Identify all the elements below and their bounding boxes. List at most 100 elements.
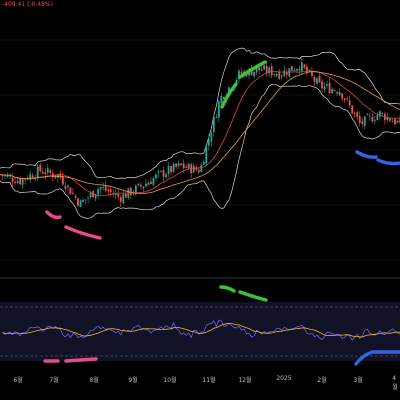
candle-body bbox=[391, 121, 394, 122]
candle-body bbox=[137, 183, 140, 186]
candle-body bbox=[94, 193, 97, 199]
candle-body bbox=[336, 92, 339, 94]
candle-body bbox=[162, 169, 165, 177]
candle-body bbox=[99, 187, 102, 190]
candle-body bbox=[89, 192, 92, 197]
candle-body bbox=[228, 87, 230, 94]
candle-body bbox=[155, 174, 157, 179]
candle-body bbox=[386, 116, 389, 121]
candle-body bbox=[119, 197, 122, 202]
candle-body bbox=[67, 185, 69, 188]
candle-body bbox=[253, 71, 255, 77]
candle-body bbox=[124, 193, 127, 198]
x-axis-label: 11월 bbox=[202, 377, 216, 384]
candle-body bbox=[11, 177, 14, 182]
candle-body bbox=[180, 163, 183, 166]
candle-body bbox=[117, 193, 120, 197]
oscillator-panel bbox=[2, 319, 400, 341]
candle-body bbox=[207, 139, 210, 146]
candle-body bbox=[361, 121, 364, 124]
candle-body bbox=[353, 112, 356, 114]
candle-body bbox=[303, 64, 306, 68]
candle-body bbox=[300, 62, 303, 72]
blue-divergence-osc bbox=[354, 351, 372, 366]
price-annotations bbox=[45, 60, 400, 240]
candle-body bbox=[363, 116, 366, 126]
candle-body bbox=[139, 184, 142, 187]
candle-body bbox=[14, 181, 16, 184]
pink-divergence-price bbox=[64, 225, 102, 240]
candle-body bbox=[323, 86, 326, 90]
bollinger-bands bbox=[0, 47, 400, 219]
x-axis-label: 7월 bbox=[49, 377, 59, 384]
candle-body bbox=[290, 65, 293, 71]
blue-divergence-price bbox=[355, 150, 378, 159]
candle-body bbox=[182, 163, 185, 169]
candle-body bbox=[49, 170, 52, 173]
candle-body bbox=[260, 69, 263, 71]
candle-body bbox=[77, 198, 79, 206]
candle-body bbox=[295, 69, 298, 71]
candle-body bbox=[356, 112, 359, 118]
bollinger-lower bbox=[0, 84, 400, 219]
candle-body bbox=[368, 115, 371, 117]
candle-body bbox=[313, 76, 316, 82]
candle-body bbox=[21, 178, 24, 185]
candle-body bbox=[64, 185, 67, 189]
candle-body bbox=[280, 75, 283, 77]
candle-body bbox=[378, 111, 381, 117]
candle-body bbox=[358, 116, 361, 123]
candle-body bbox=[348, 100, 351, 106]
candle-body bbox=[112, 193, 115, 195]
candle-body bbox=[150, 181, 152, 185]
candle-body bbox=[36, 166, 39, 179]
oscillator-background bbox=[0, 302, 400, 361]
candle-body bbox=[16, 180, 19, 183]
oscillator-signal-line bbox=[2, 322, 400, 338]
candle-body bbox=[74, 195, 77, 198]
candle-body bbox=[318, 76, 321, 83]
candle-body bbox=[122, 194, 125, 204]
candle-body bbox=[328, 82, 331, 94]
candle-body bbox=[288, 68, 291, 77]
candle-body bbox=[87, 197, 89, 199]
candle-body bbox=[331, 89, 333, 94]
candle-body bbox=[44, 172, 47, 175]
candle-body bbox=[278, 72, 281, 79]
candle-body bbox=[24, 179, 27, 181]
candle-body bbox=[107, 189, 110, 192]
candle-body bbox=[29, 174, 32, 180]
pink-divergence-price bbox=[45, 210, 62, 220]
candle-body bbox=[273, 74, 276, 75]
candle-body bbox=[185, 166, 188, 168]
candle-body bbox=[351, 105, 354, 114]
candle-body bbox=[326, 84, 328, 86]
candle-body bbox=[147, 182, 150, 185]
candle-body bbox=[102, 186, 105, 188]
candle-body bbox=[285, 72, 288, 75]
candle-body bbox=[263, 65, 266, 70]
x-axis-label: 3월 bbox=[353, 377, 363, 384]
pink-divergence-osc bbox=[64, 357, 98, 363]
candle-body bbox=[220, 96, 223, 103]
x-axis-label: 4월 bbox=[392, 375, 398, 391]
green-divergence-osc bbox=[238, 290, 268, 302]
candle-body bbox=[306, 66, 308, 73]
candle-body bbox=[205, 146, 208, 164]
x-axis-label: 2월 bbox=[317, 377, 327, 384]
bollinger-upper bbox=[0, 47, 400, 179]
candle-body bbox=[142, 186, 145, 189]
candle-body bbox=[333, 90, 336, 91]
candle-body bbox=[167, 166, 170, 174]
moving-average-short bbox=[0, 70, 400, 196]
candle-body bbox=[270, 66, 273, 76]
candle-body bbox=[187, 163, 190, 169]
candle-body bbox=[268, 67, 271, 74]
grid bbox=[0, 39, 400, 361]
candle-body bbox=[172, 163, 175, 172]
x-axis-label: 8월 bbox=[89, 377, 99, 384]
candle-body bbox=[202, 161, 205, 165]
candle-body bbox=[396, 121, 399, 123]
oscillator-line bbox=[2, 319, 400, 341]
